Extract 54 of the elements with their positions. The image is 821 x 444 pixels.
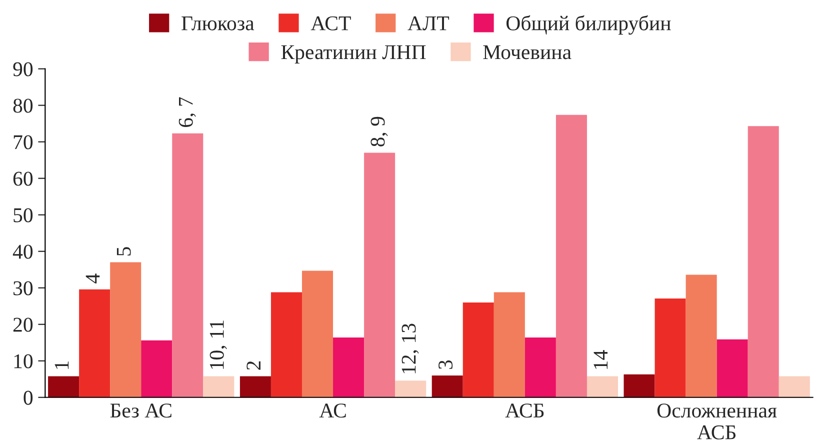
bar bbox=[333, 338, 364, 398]
y-tick-label: 90 bbox=[13, 62, 33, 76]
legend-label: Глюкоза bbox=[182, 16, 254, 30]
y-tick-label: 60 bbox=[13, 172, 33, 186]
bar bbox=[778, 376, 810, 398]
bar bbox=[462, 302, 494, 398]
bar bbox=[432, 375, 463, 398]
legend-label: Мочевина bbox=[483, 45, 572, 60]
bar bbox=[270, 292, 302, 398]
y-tick-label: 50 bbox=[14, 208, 33, 222]
x-tick-label: АС bbox=[319, 404, 346, 418]
bar bbox=[141, 340, 172, 398]
bar bbox=[586, 376, 618, 398]
bar bbox=[79, 289, 110, 398]
bar bbox=[48, 376, 80, 398]
annotation: 6, 7 bbox=[178, 97, 196, 127]
x-tick-label: АСБ bbox=[505, 404, 544, 418]
bar bbox=[556, 114, 587, 398]
bar bbox=[524, 338, 556, 398]
annotation: 5 bbox=[116, 247, 131, 256]
bar bbox=[240, 376, 271, 398]
bar bbox=[624, 374, 655, 398]
y-tick-label: 70 bbox=[14, 135, 33, 150]
bar bbox=[364, 152, 396, 398]
y-tick-label: 30 bbox=[14, 281, 33, 296]
bar bbox=[302, 270, 334, 398]
y-tick-label: 80 bbox=[13, 98, 33, 113]
x-tick-label: Осложненная АСБ bbox=[657, 404, 777, 440]
annotation: 8, 9 bbox=[370, 116, 388, 146]
legend-label: АСТ bbox=[310, 16, 351, 30]
annotation: 4 bbox=[86, 274, 100, 284]
annotation: 2 bbox=[246, 361, 260, 370]
annotation: 1 bbox=[54, 361, 69, 369]
bar bbox=[110, 262, 142, 398]
annotation: 14 bbox=[594, 350, 608, 369]
annotation: 10, 11 bbox=[210, 320, 227, 369]
y-tick-label: 20 bbox=[13, 318, 33, 332]
bar bbox=[654, 298, 686, 398]
bar bbox=[172, 133, 204, 398]
x-tick-label: Без АС bbox=[110, 404, 172, 418]
legend-label: АЛТ bbox=[408, 16, 450, 30]
annotation: 12, 13 bbox=[402, 324, 419, 374]
y-tick-label: 10 bbox=[14, 354, 33, 368]
legend-label: Креатинин ЛНП bbox=[281, 45, 426, 64]
y-tick-label: 0 bbox=[24, 390, 33, 405]
y-tick-label: 40 bbox=[12, 244, 33, 259]
bar bbox=[748, 126, 779, 398]
legend-label: Общий билирубин bbox=[506, 15, 671, 35]
bar bbox=[203, 376, 234, 398]
bar bbox=[494, 292, 525, 398]
bar bbox=[395, 380, 426, 398]
bar bbox=[686, 274, 717, 398]
bar bbox=[716, 339, 748, 398]
annotation: 3 bbox=[438, 360, 453, 369]
